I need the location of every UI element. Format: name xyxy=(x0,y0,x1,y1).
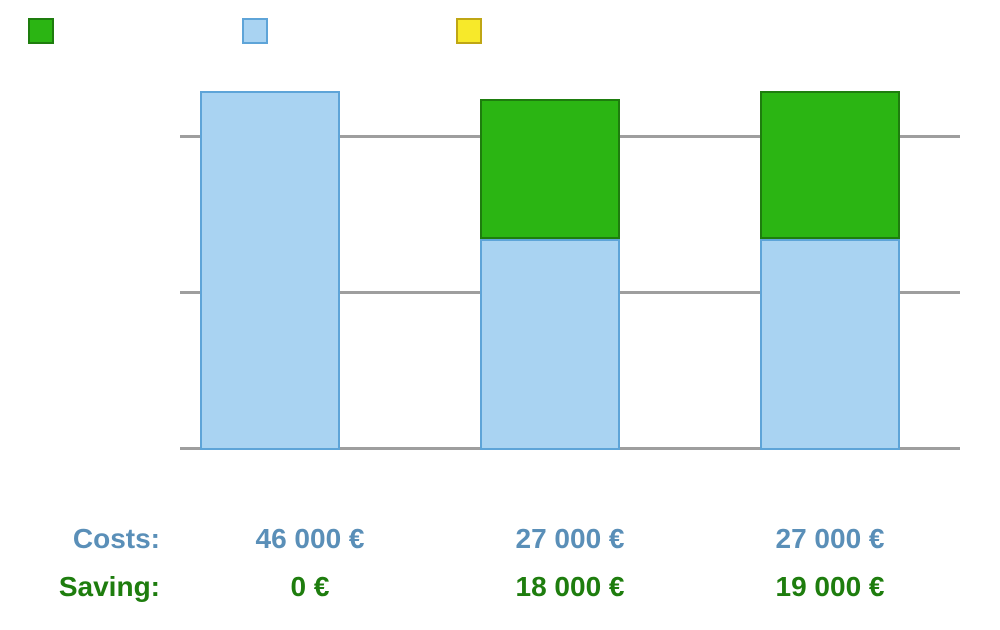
legend-item-costs xyxy=(242,18,276,44)
legend-swatch-costs xyxy=(242,18,268,44)
cell-costs-3: 27 000 € xyxy=(700,523,960,555)
summary-table: Costs: 46 000 € 27 000 € 27 000 € Saving… xyxy=(0,515,1000,611)
row-label-saving: Saving: xyxy=(0,571,180,603)
cell-costs-1: 46 000 € xyxy=(180,523,440,555)
cell-saving-1: 0 € xyxy=(180,571,440,603)
chart-plot-area xyxy=(180,60,960,450)
bar-3-costs xyxy=(760,239,900,450)
bar-1-costs xyxy=(200,91,340,450)
cell-saving-3: 19 000 € xyxy=(700,571,960,603)
legend-item-other xyxy=(456,18,490,44)
table-row-costs: Costs: 46 000 € 27 000 € 27 000 € xyxy=(0,515,1000,563)
bar-2 xyxy=(480,99,620,450)
bar-3 xyxy=(760,91,900,450)
bar-1 xyxy=(200,91,340,450)
row-label-costs: Costs: xyxy=(0,523,180,555)
legend-item-saving xyxy=(28,18,62,44)
legend-swatch-other xyxy=(456,18,482,44)
bar-2-saving xyxy=(480,99,620,239)
bar-3-saving xyxy=(760,91,900,239)
cell-costs-2: 27 000 € xyxy=(440,523,700,555)
cell-saving-2: 18 000 € xyxy=(440,571,700,603)
legend-swatch-saving xyxy=(28,18,54,44)
table-row-saving: Saving: 0 € 18 000 € 19 000 € xyxy=(0,563,1000,611)
bar-2-costs xyxy=(480,239,620,450)
legend xyxy=(28,18,490,44)
